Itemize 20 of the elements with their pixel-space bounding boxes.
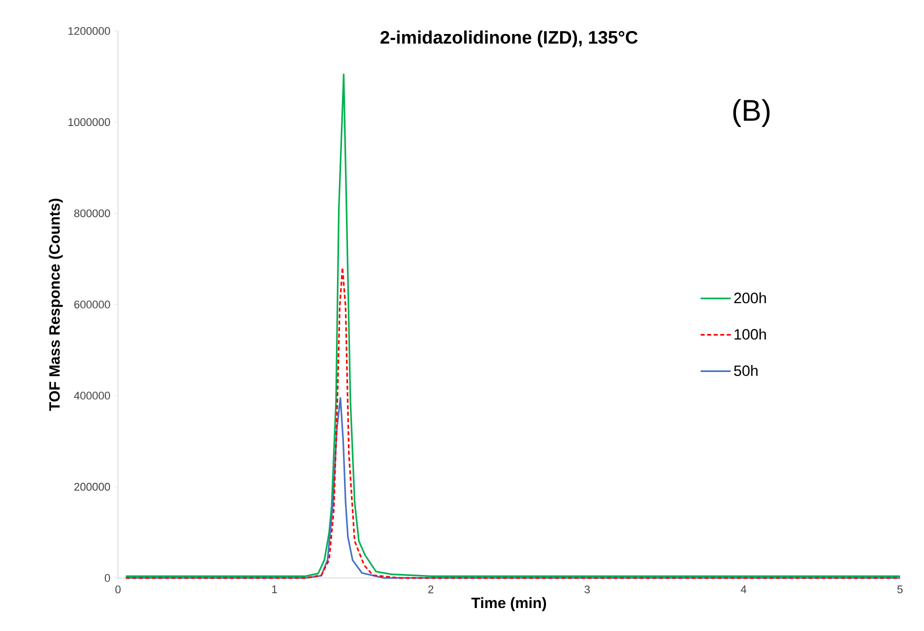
chart-title: 2-imidazolidinone (IZD), 135°C [380, 30, 638, 48]
x-tick-label: 0 [115, 586, 121, 594]
x-tick-label: 2 [428, 586, 434, 594]
legend-label: 50h [734, 365, 758, 376]
annotation: (B) [733, 99, 770, 128]
y-tick-label: 1000000 [68, 118, 110, 126]
y-tick-label: 200000 [74, 482, 110, 491]
x-tick-label: 1 [272, 586, 277, 594]
y-tick-label: 800000 [74, 209, 110, 218]
y-tick-label: 0 [104, 574, 110, 582]
x-axis-title: Time (min) [471, 597, 546, 612]
y-tick-label: 400000 [74, 392, 110, 400]
y-tick-label: 600000 [74, 300, 110, 308]
y-axis-title: TOF Mass Responce (Counts) [48, 198, 63, 411]
legend-label: 100h [734, 328, 766, 340]
x-tick-label: 3 [584, 586, 590, 594]
x-tick-label: 4 [740, 586, 746, 594]
y-tick-label: 1200000 [68, 27, 110, 35]
legend-label: 200h [734, 292, 766, 304]
x-tick-label: 5 [897, 586, 903, 594]
